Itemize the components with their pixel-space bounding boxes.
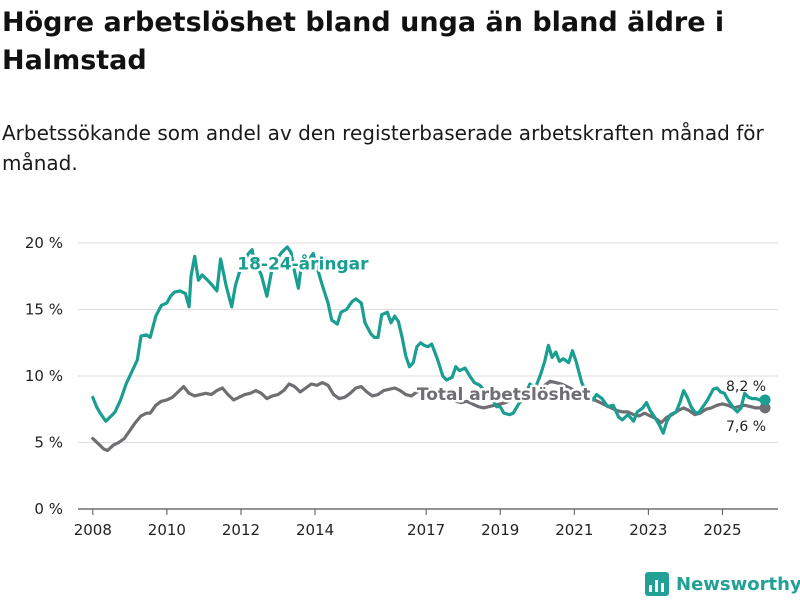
x-tick-label: 2023 — [629, 521, 667, 539]
series-lines — [91, 245, 771, 453]
series-end-point — [759, 394, 771, 406]
x-tick-label: 2010 — [148, 521, 186, 539]
series-end-point — [759, 402, 771, 414]
y-tick-label: 10 % — [25, 367, 63, 385]
series-line — [91, 245, 767, 435]
x-tick-label: 2025 — [703, 521, 741, 539]
y-axis-ticks: 0 % 5 % 10 % 15 % 20 % — [25, 234, 63, 518]
x-axis-ticks: 2008 2010 2012 2014 2017 2019 2021 2023 2025 — [74, 509, 742, 539]
brand-name: Newsworthy — [676, 573, 800, 595]
end-value-label-total: 7,6 % — [726, 419, 766, 435]
grid-lines — [78, 242, 778, 510]
chart-subtitle: Arbetssökande som andel av den registerb… — [2, 121, 764, 175]
chart-title: Högre arbetslöshet bland unga än bland ä… — [2, 7, 725, 76]
end-value-label-young: 8,2 % — [726, 379, 766, 395]
y-tick-label: 15 % — [25, 301, 63, 319]
bar-chart-icon — [645, 572, 669, 596]
x-tick-label: 2021 — [555, 521, 593, 539]
series-label: Total arbetslöshet — [417, 385, 591, 405]
x-tick-label: 2019 — [481, 521, 519, 539]
y-tick-label: 20 % — [25, 234, 63, 252]
series-label: 18-24-åringar — [237, 253, 369, 275]
series-labels: 18-24-åringar Total arbetslöshet 8,2 % 7,6 … — [235, 250, 766, 435]
x-tick-label: 2008 — [74, 521, 112, 539]
x-tick-label: 2017 — [407, 521, 445, 539]
y-tick-label: 5 % — [34, 434, 63, 452]
x-tick-label: 2012 — [222, 521, 260, 539]
y-tick-label: 0 % — [34, 500, 63, 518]
x-tick-label: 2014 — [296, 521, 334, 539]
newsworthy-logo: Newsworthy — [645, 570, 800, 598]
